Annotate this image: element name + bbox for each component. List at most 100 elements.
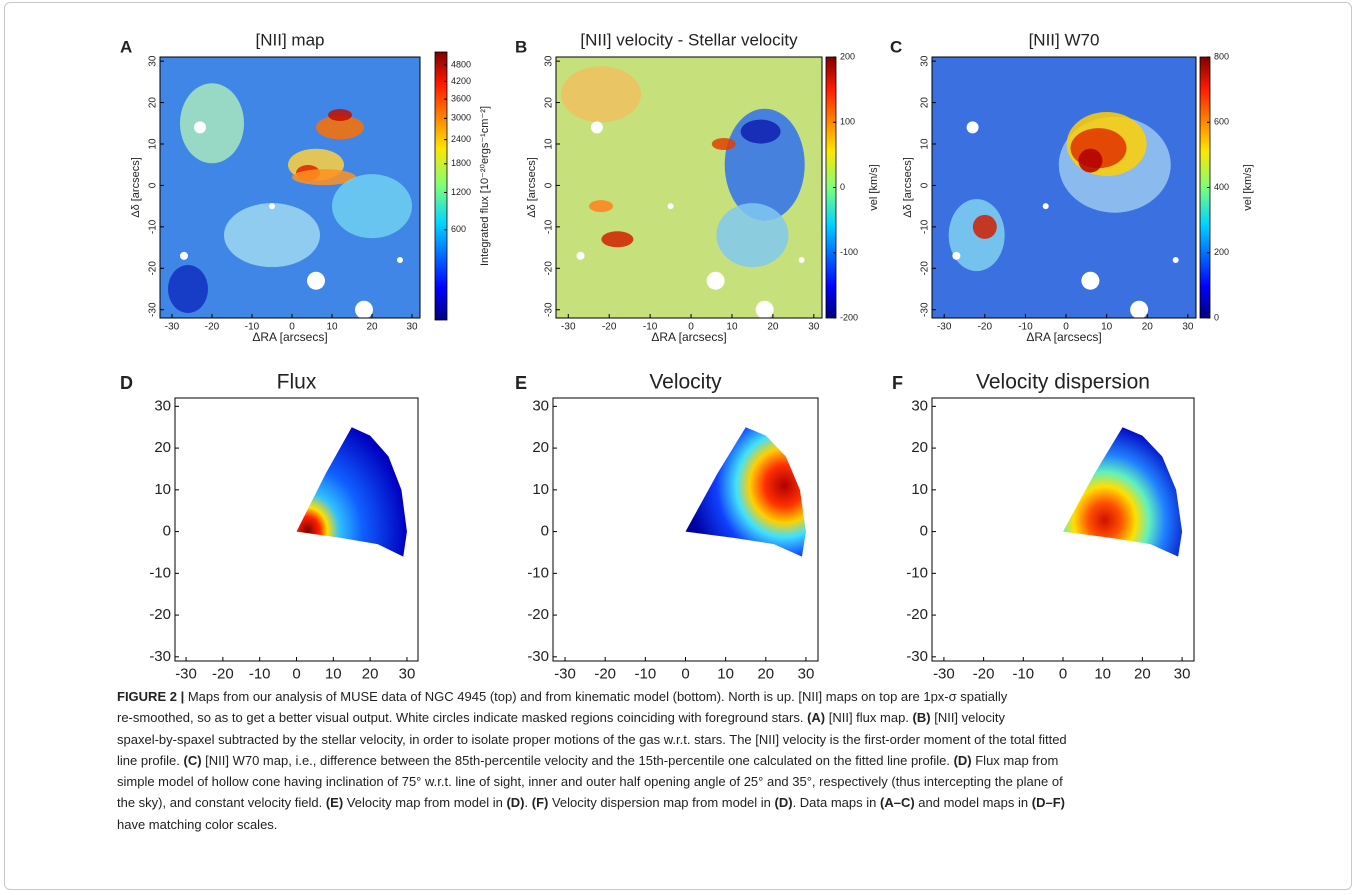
map-image (932, 57, 1196, 318)
x-tick-label: -10 (1018, 322, 1033, 333)
x-tick-label: -30 (554, 665, 576, 680)
masked-star (1172, 257, 1179, 263)
x-tick-label: 10 (717, 665, 734, 680)
y-tick-label: 10 (148, 138, 159, 150)
masked-star (269, 203, 275, 210)
y-tick-label: 20 (544, 97, 555, 109)
x-tick-label: -20 (973, 665, 995, 680)
caption-text: [NII] flux map. (825, 710, 913, 726)
map-region (601, 231, 634, 248)
caption-text: and model maps in (914, 795, 1032, 811)
colorbar-tick-label: 4800 (451, 59, 471, 69)
x-tick-label: -10 (643, 322, 658, 333)
y-tick-label: 30 (920, 55, 931, 67)
y-tick-label: -20 (527, 606, 549, 623)
x-tick-label: -30 (561, 322, 576, 333)
map-region (180, 83, 244, 164)
x-tick-label: 20 (1142, 322, 1154, 333)
colorbar-label: vel [km/s] (1242, 164, 1254, 210)
caption-bold: FIGURE 2 | (117, 689, 185, 704)
map-region (292, 169, 356, 186)
x-tick-label: -10 (1012, 665, 1034, 680)
map-region (711, 138, 736, 150)
caption-text: [NII] W70 map, i.e., difference between … (201, 752, 954, 768)
y-tick-label: 0 (148, 182, 159, 188)
y-tick-label: 10 (532, 481, 549, 498)
colorbar-tick-label: 100 (840, 117, 855, 127)
x-tick-label: -30 (165, 322, 180, 333)
x-tick-label: -10 (245, 322, 260, 333)
caption-bold: (D) (506, 795, 525, 811)
x-axis-label: ΔRA [arcsecs] (651, 330, 726, 344)
y-tick-label: 20 (148, 97, 159, 109)
caption-text: have matching color scales. (117, 816, 278, 832)
x-tick-label: -20 (978, 322, 993, 333)
masked-star (798, 257, 805, 263)
map-region (168, 265, 208, 313)
x-tick-label: 20 (757, 665, 774, 680)
map-region (1078, 148, 1103, 173)
colorbar-label: Integrated flux [10⁻²⁰ergs⁻¹cm⁻²] (479, 106, 491, 266)
masked-star (355, 300, 373, 318)
map-region (740, 119, 781, 144)
colorbar-tick-label: 600 (451, 224, 466, 234)
caption-text: Flux map from (971, 752, 1059, 768)
colorbar-tick-label: 2400 (451, 134, 471, 144)
x-tick-label: 10 (1094, 665, 1111, 680)
x-tick-label: 10 (726, 322, 738, 333)
panel-title: Flux (277, 371, 317, 394)
caption-text: Velocity map from model in (343, 795, 507, 811)
colorbar-tick-label: 0 (840, 182, 845, 192)
y-tick-label: -30 (148, 302, 159, 317)
masked-star (966, 121, 979, 134)
y-tick-label: 20 (911, 439, 928, 456)
caption-bold: (F) (531, 795, 549, 811)
panel-letter: E (515, 373, 527, 393)
panel-letter: B (515, 37, 527, 56)
colorbar-tick-label: 3000 (451, 113, 471, 123)
caption-text: Maps from our analysis of MUSE data of N… (184, 689, 1008, 704)
caption-text: Velocity dispersion map from model in (548, 795, 775, 811)
x-tick-label: 30 (1182, 322, 1194, 333)
y-tick-label: 0 (544, 182, 555, 188)
x-tick-label: -20 (594, 665, 616, 680)
x-tick-label: 20 (767, 322, 779, 333)
y-tick-label: -10 (148, 219, 159, 234)
x-tick-label: 0 (1063, 322, 1069, 333)
x-tick-label: 0 (1059, 665, 1067, 680)
caption-text: re-smoothed, so as to get a better visua… (117, 710, 808, 726)
caption-bold: (A) (807, 710, 826, 726)
masked-star (576, 251, 585, 260)
masked-star (397, 257, 403, 263)
caption-line: have matching color scales. (117, 814, 1067, 835)
x-axis-label: ΔRA [arcsecs] (252, 330, 327, 344)
masked-star (1130, 300, 1149, 318)
x-tick-label: -20 (602, 322, 617, 333)
colorbar-tick-label: 4200 (451, 76, 471, 86)
y-tick-label: -10 (906, 564, 928, 581)
x-tick-label: 0 (681, 665, 689, 680)
y-tick-label: 30 (148, 55, 159, 67)
masked-star (180, 251, 188, 260)
map-region (972, 214, 997, 239)
y-tick-label: 10 (911, 481, 928, 498)
caption-bold: (D) (953, 752, 972, 768)
map-region (328, 109, 352, 121)
caption-text: the sky), and constant velocity field. (117, 795, 326, 811)
x-tick-label: 10 (325, 665, 342, 680)
map-image (556, 57, 822, 318)
caption-line: line profile. (C) [NII] W70 map, i.e., d… (117, 750, 1067, 771)
masked-star (706, 271, 725, 290)
map-region (332, 174, 412, 239)
model-cone (1063, 427, 1183, 557)
y-tick-label: -30 (544, 302, 555, 317)
y-axis-label: Δδ [arcsecs] (526, 157, 538, 218)
panel-letter: A (120, 37, 132, 56)
caption-bold: (E) (325, 795, 344, 811)
y-tick-label: -20 (906, 606, 928, 623)
x-tick-label: 0 (688, 322, 694, 333)
colorbar-tick-label: 3600 (451, 93, 471, 103)
y-tick-label: 0 (920, 182, 931, 188)
x-tick-label: -10 (635, 665, 657, 680)
